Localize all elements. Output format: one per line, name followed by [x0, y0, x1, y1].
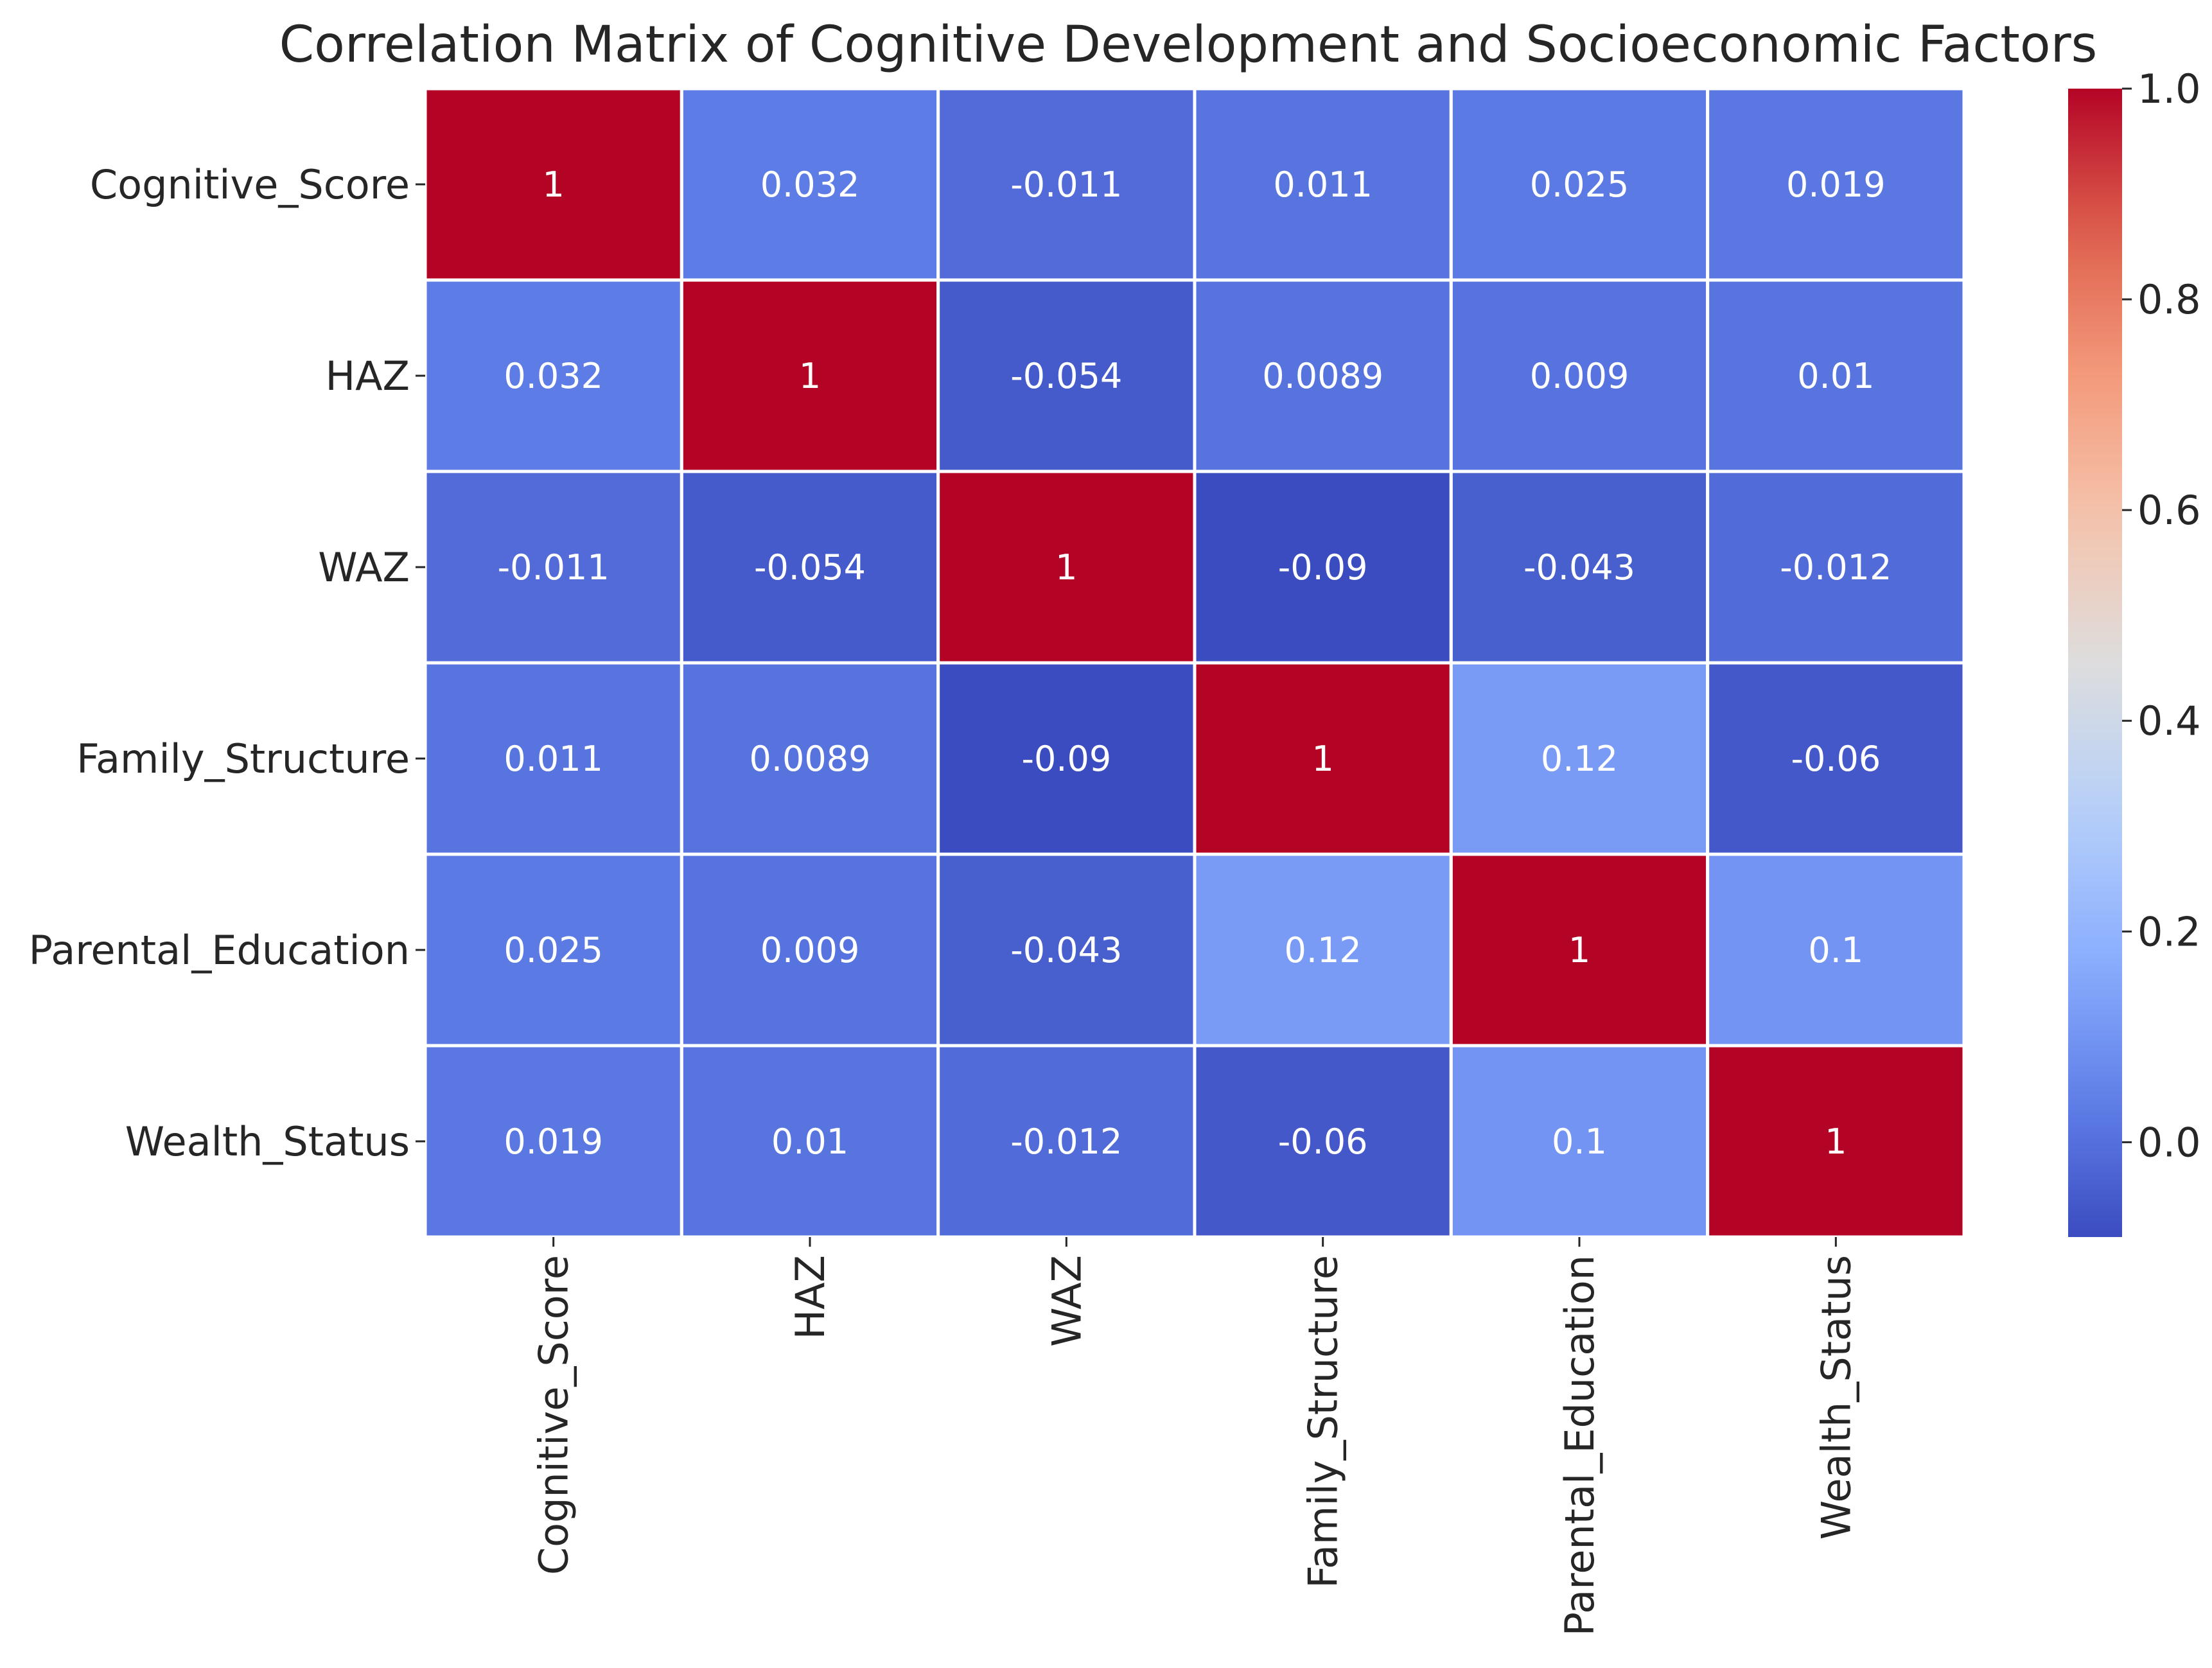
cell-value-label: 0.12	[1285, 930, 1362, 970]
cell-value-label: -0.09	[1278, 547, 1368, 588]
cell-value-label: 0.12	[1541, 739, 1618, 779]
cell-value-label: 1	[799, 356, 821, 396]
chart-title: Correlation Matrix of Cognitive Developm…	[279, 16, 2098, 74]
cell-value-label: -0.043	[1010, 930, 1122, 970]
cell-value-label: -0.06	[1278, 1121, 1368, 1162]
cell-value-label: 0.032	[760, 164, 860, 205]
heatmap-cell	[1706, 661, 1966, 856]
heatmap-cell	[1193, 87, 1453, 282]
heatmap-cell	[1193, 852, 1453, 1048]
heatmap-cell	[1706, 852, 1966, 1048]
cell-value-label: 1	[1568, 930, 1590, 970]
cell-value-label: 0.019	[504, 1121, 603, 1162]
heatmap-cell	[423, 852, 683, 1048]
cell-value-label: 1	[1312, 739, 1333, 779]
colorbar-tick-label: 1.0	[2137, 66, 2201, 112]
heatmap-cell	[936, 661, 1197, 856]
colorbar: 0.0 0.2 0.4 0.6 0.8 1.0	[2068, 66, 2201, 1237]
heatmap-cell	[1706, 1044, 1966, 1239]
heatmap-cell	[423, 661, 683, 856]
cell-value-label: 0.0089	[750, 739, 871, 779]
cell-value-label: -0.06	[1791, 739, 1881, 779]
colorbar-tick-label: 0.0	[2137, 1119, 2201, 1166]
heatmap-cell	[936, 87, 1197, 282]
x-tick-label: Parental_Education	[1556, 1255, 1603, 1636]
heatmap-cell	[680, 661, 940, 856]
cell-value-label: 0.009	[760, 930, 860, 970]
cell-value-label: 0.0089	[1262, 356, 1383, 396]
cell-value-label: 0.019	[1786, 164, 1886, 205]
heatmap-cell	[1706, 278, 1966, 473]
heatmap-cell	[423, 1044, 683, 1239]
colorbar-gradient	[2068, 89, 2122, 1237]
cell-value-label: -0.054	[1010, 356, 1122, 396]
cell-value-label: 0.011	[1273, 164, 1373, 205]
x-tick-label: Wealth_Status	[1813, 1255, 1859, 1540]
cell-value-label: -0.012	[1780, 547, 1892, 588]
heatmap-cells	[423, 87, 1966, 1239]
y-tick-label: WAZ	[318, 544, 410, 591]
cell-value-label: 0.011	[504, 739, 603, 779]
cell-value-label: -0.012	[1010, 1121, 1122, 1162]
x-tick-label: WAZ	[1043, 1255, 1090, 1347]
cell-value-label: 0.1	[1808, 930, 1863, 970]
y-axis: Cognitive_Score HAZ WAZ Family_Structure Par…	[29, 161, 425, 1165]
heatmap-cell	[1706, 87, 1966, 282]
heatmap-cell	[680, 278, 940, 473]
heatmap-cell	[1193, 278, 1453, 473]
cell-value-label: 1	[1055, 547, 1077, 588]
y-tick-label: HAZ	[325, 353, 410, 399]
colorbar-tick-label: 0.2	[2137, 908, 2201, 955]
colorbar-tick-label: 0.4	[2137, 698, 2201, 744]
cell-value-label: 1	[1825, 1121, 1847, 1162]
cell-value-label: 0.032	[504, 356, 603, 396]
y-tick-label: Parental_Education	[29, 927, 410, 974]
cell-value-label: 0.025	[504, 930, 603, 970]
x-axis: Cognitive_Score HAZ WAZ Family_Structure Par…	[531, 1237, 1859, 1636]
colorbar-tick-label: 0.8	[2137, 276, 2201, 323]
x-tick-label: HAZ	[787, 1255, 834, 1340]
heatmap-cell	[1193, 470, 1453, 665]
cell-value-label: -0.011	[498, 547, 610, 588]
heatmap-cell	[936, 852, 1197, 1048]
heatmap-cell	[1193, 661, 1453, 856]
cell-value-label: 0.01	[771, 1121, 848, 1162]
colorbar-tick-label: 0.6	[2137, 487, 2201, 534]
heatmap-cell	[1706, 470, 1966, 665]
heatmap-cell	[680, 470, 940, 665]
x-tick-label: Family_Structure	[1300, 1255, 1347, 1588]
cell-value-label: 0.1	[1552, 1121, 1607, 1162]
heatmap-cell	[1449, 852, 1710, 1048]
cell-value-label: -0.011	[1010, 164, 1122, 205]
cell-value-label: -0.043	[1523, 547, 1635, 588]
cell-value-label: 0.025	[1530, 164, 1629, 205]
cell-value-label: 1	[542, 164, 564, 205]
y-tick-label: Wealth_Status	[125, 1118, 410, 1165]
cell-value-label: -0.054	[754, 547, 866, 588]
heatmap-cell	[1449, 470, 1710, 665]
cell-value-label: 0.01	[1797, 356, 1874, 396]
y-tick-label: Cognitive_Score	[90, 161, 410, 208]
x-tick-label: Cognitive_Score	[531, 1255, 577, 1575]
heatmap-cell	[423, 87, 683, 282]
heatmap-cell	[680, 87, 940, 282]
cell-value-label: -0.09	[1021, 739, 1111, 779]
cell-value-label: 0.009	[1530, 356, 1629, 396]
heatmap-cell	[1449, 661, 1710, 856]
y-tick-label: Family_Structure	[76, 735, 410, 782]
